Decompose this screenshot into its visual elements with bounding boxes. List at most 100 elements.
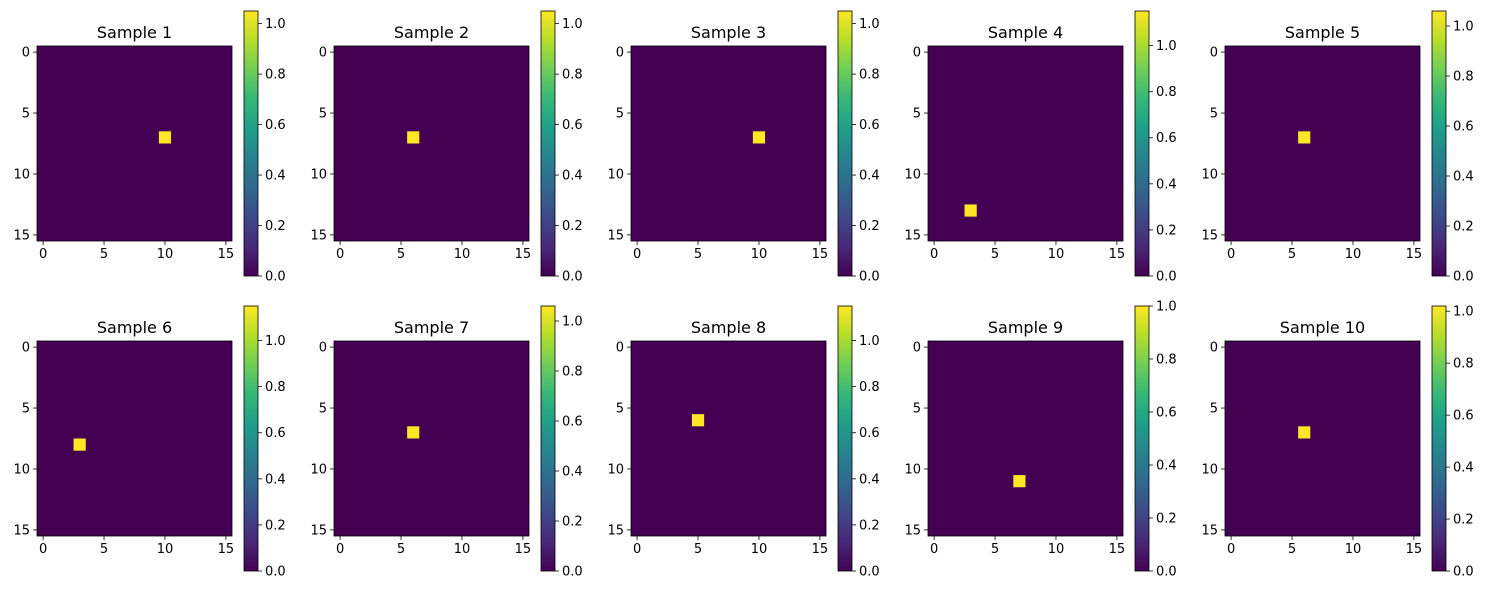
colorbar-tick-label: 0.8 xyxy=(1156,85,1177,100)
colorbar-tick-label: 0.2 xyxy=(1156,512,1177,527)
subplot-2: Sample 2 0 5 10 15 0 5 10 15 0.0 0.2 0.4 0.6 0.8 1.0 xyxy=(310,10,583,285)
x-tick-label: 5 xyxy=(991,247,999,262)
colorbar-tick-label: 0.0 xyxy=(265,270,286,285)
colorbar-tick-label: 1.0 xyxy=(1453,305,1474,320)
subplot-title: Sample 2 xyxy=(394,23,469,42)
x-tick-label: 15 xyxy=(1109,542,1126,557)
y-tick-label: 5 xyxy=(913,402,921,417)
colorbar-tick-label: 0.6 xyxy=(265,118,286,133)
x-tick-label: 5 xyxy=(694,542,702,557)
y-tick-label: 5 xyxy=(319,402,327,417)
y-tick-label: 5 xyxy=(616,107,624,122)
y-tick-label: 0 xyxy=(22,46,30,61)
colorbar xyxy=(244,306,258,571)
y-tick-label: 10 xyxy=(904,462,921,477)
x-tick-label: 5 xyxy=(100,247,108,262)
y-tick-label: 10 xyxy=(607,462,624,477)
y-tick-label: 10 xyxy=(13,167,30,182)
hot-pixel xyxy=(407,131,420,144)
y-tick-label: 0 xyxy=(616,46,624,61)
x-tick-label: 0 xyxy=(633,247,641,262)
subplot-1: Sample 1 0 5 10 15 0 5 10 15 0.0 0.2 0.4 0.6 0.8 1.0 xyxy=(13,10,286,285)
x-tick-label: 5 xyxy=(397,247,405,262)
heatmap-background xyxy=(334,341,529,536)
axes-frame xyxy=(630,45,827,242)
hot-pixel xyxy=(691,414,705,427)
colorbar-tick-label: 0.6 xyxy=(1156,131,1177,146)
x-tick-label: 10 xyxy=(157,542,174,557)
colorbar-tick-label: 0.2 xyxy=(859,518,880,533)
x-tick-label: 0 xyxy=(336,542,344,557)
subplot-title: Sample 7 xyxy=(394,318,469,337)
colorbar-tick-label: 0.2 xyxy=(1453,513,1474,528)
heatmap-background xyxy=(37,341,232,536)
hot-pixel xyxy=(1013,475,1026,488)
x-tick-label: 10 xyxy=(1048,247,1065,262)
x-tick-label: 15 xyxy=(218,542,235,557)
colorbar-tick-label: 0.0 xyxy=(265,565,286,580)
colorbar-tick-label: 1.0 xyxy=(562,17,583,32)
y-tick-label: 15 xyxy=(607,523,624,538)
y-tick-label: 15 xyxy=(13,523,30,538)
colorbar-tick-label: 0.4 xyxy=(562,465,583,480)
y-tick-label: 5 xyxy=(319,107,327,122)
x-tick-label: 0 xyxy=(1227,247,1235,262)
subplot-title: Sample 4 xyxy=(988,23,1063,42)
colorbar xyxy=(244,11,258,276)
x-tick-label: 0 xyxy=(930,247,938,262)
x-tick-label: 10 xyxy=(454,542,471,557)
colorbar-tick-label: 0.6 xyxy=(1156,406,1177,421)
colorbar-tick-label: 0.8 xyxy=(1453,70,1474,85)
axes-frame xyxy=(333,340,530,537)
hot-pixel xyxy=(158,131,172,144)
colorbar-tick-label: 0.2 xyxy=(859,219,880,234)
y-tick-label: 15 xyxy=(310,228,327,243)
colorbar xyxy=(1135,11,1149,276)
colorbar-tick-label: 0.8 xyxy=(1156,353,1177,368)
subplot-6: Sample 6 0 5 10 15 0 5 10 15 0.0 0.2 0.4 0.6 0.8 1.0 xyxy=(13,305,286,580)
colorbar-tick-label: 0.6 xyxy=(265,426,286,441)
x-tick-label: 5 xyxy=(694,247,702,262)
x-tick-label: 15 xyxy=(515,542,532,557)
colorbar-frame xyxy=(540,10,556,277)
colorbar-frame xyxy=(1134,305,1150,572)
colorbar-tick-label: 0.0 xyxy=(1156,270,1177,285)
heatmap-background xyxy=(631,341,826,536)
colorbar-tick-label: 0.6 xyxy=(859,426,880,441)
colorbar-frame xyxy=(243,305,259,572)
colorbar-tick-label: 0.6 xyxy=(859,118,880,133)
x-tick-label: 5 xyxy=(397,542,405,557)
x-tick-label: 10 xyxy=(1345,542,1362,557)
colorbar-tick-label: 0.0 xyxy=(562,270,583,285)
y-tick-label: 0 xyxy=(616,341,624,356)
subplot-3: Sample 3 0 5 10 15 0 5 10 15 0.0 0.2 0.4 0.6 0.8 1.0 xyxy=(607,10,880,285)
y-tick-label: 15 xyxy=(310,523,327,538)
y-tick-label: 15 xyxy=(1201,228,1218,243)
colorbar-tick-label: 1.0 xyxy=(859,334,880,349)
x-tick-label: 15 xyxy=(218,247,235,262)
axes-frame xyxy=(36,45,233,242)
x-tick-label: 10 xyxy=(454,247,471,262)
y-tick-label: 5 xyxy=(913,107,921,122)
y-tick-label: 5 xyxy=(1210,402,1218,417)
x-tick-label: 0 xyxy=(336,247,344,262)
y-tick-label: 0 xyxy=(913,341,921,356)
x-tick-label: 5 xyxy=(1288,542,1296,557)
heatmap-background xyxy=(928,46,1123,241)
colorbar-tick-label: 0.8 xyxy=(265,68,286,83)
colorbar-frame xyxy=(1134,10,1150,277)
colorbar-tick-label: 0.0 xyxy=(562,565,583,580)
y-tick-label: 10 xyxy=(607,167,624,182)
colorbar-tick-label: 0.4 xyxy=(1156,459,1177,474)
colorbar-tick-label: 0.8 xyxy=(859,380,880,395)
x-tick-label: 15 xyxy=(515,247,532,262)
subplot-title: Sample 6 xyxy=(97,318,172,337)
y-tick-label: 15 xyxy=(13,228,30,243)
colorbar-tick-label: 0.8 xyxy=(1453,357,1474,372)
y-tick-label: 0 xyxy=(22,341,30,356)
heatmap-background xyxy=(334,46,529,241)
y-tick-label: 10 xyxy=(1201,462,1218,477)
heatmap-background xyxy=(928,341,1123,536)
colorbar xyxy=(541,11,555,276)
